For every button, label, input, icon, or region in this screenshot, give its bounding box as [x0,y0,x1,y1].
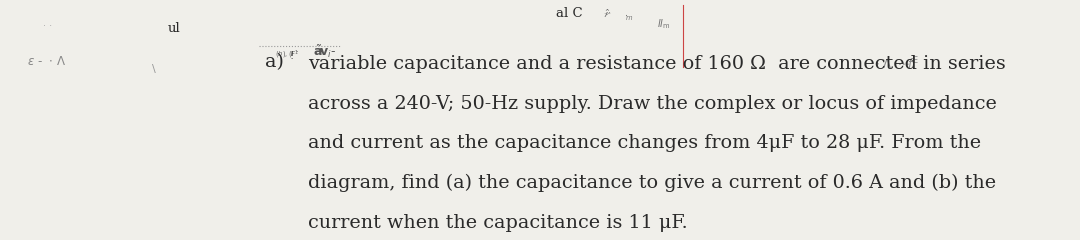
Text: al C: al C [556,7,583,20]
Text: $\mathscr{\hat{r}}$: $\mathscr{\hat{r}}$ [603,7,611,20]
Text: $\backslash$: $\backslash$ [151,62,157,75]
Text: ul: ul [167,22,180,35]
Text: and current as the capacitance changes from 4μF to 28 μF. From the: and current as the capacitance changes f… [308,134,981,152]
Text: $\tilde{\mathbf{a}}\!\mathbf{v}_i$-: $\tilde{\mathbf{a}}\!\mathbf{v}_i$- [313,43,337,60]
Text: current when the capacitance is 11 μF.: current when the capacitance is 11 μF. [308,214,688,232]
Text: variable capacitance and a resistance of 160 Ω  are connected in series: variable capacitance and a resistance of… [308,55,1005,73]
Text: $\cdot$ $\Lambda$  $\cdots\!\mathit{f}^{\mathsf{E}}$: $\cdot$ $\Lambda$ $\cdots\!\mathit{f}^{\… [875,56,919,73]
Text: $\mathit{II}_{\mathsf{m}}$: $\mathit{II}_{\mathsf{m}}$ [657,17,671,30]
Text: $\varepsilon$ -  $\cdot$ $\Lambda$: $\varepsilon$ - $\cdot$ $\Lambda$ [27,55,66,68]
Text: a): a) [265,53,283,71]
Text: diagram, find (a) the capacitance to give a current of 0.6 A and (b) the: diagram, find (a) the capacitance to giv… [308,174,996,192]
Text: $!^{\!\cdot}$: $!^{\!\cdot}$ [289,49,299,61]
Text: across a 240-V; 50-Hz supply. Draw the complex or locus of impedance: across a 240-V; 50-Hz supply. Draw the c… [308,95,997,113]
Text: . .: . . [43,18,52,28]
Text: $\cdot\!_{m}$: $\cdot\!_{m}$ [624,12,634,23]
Text: $^{(b),(F^{\!1}}$: $^{(b),(F^{\!1}}$ [275,52,299,62]
